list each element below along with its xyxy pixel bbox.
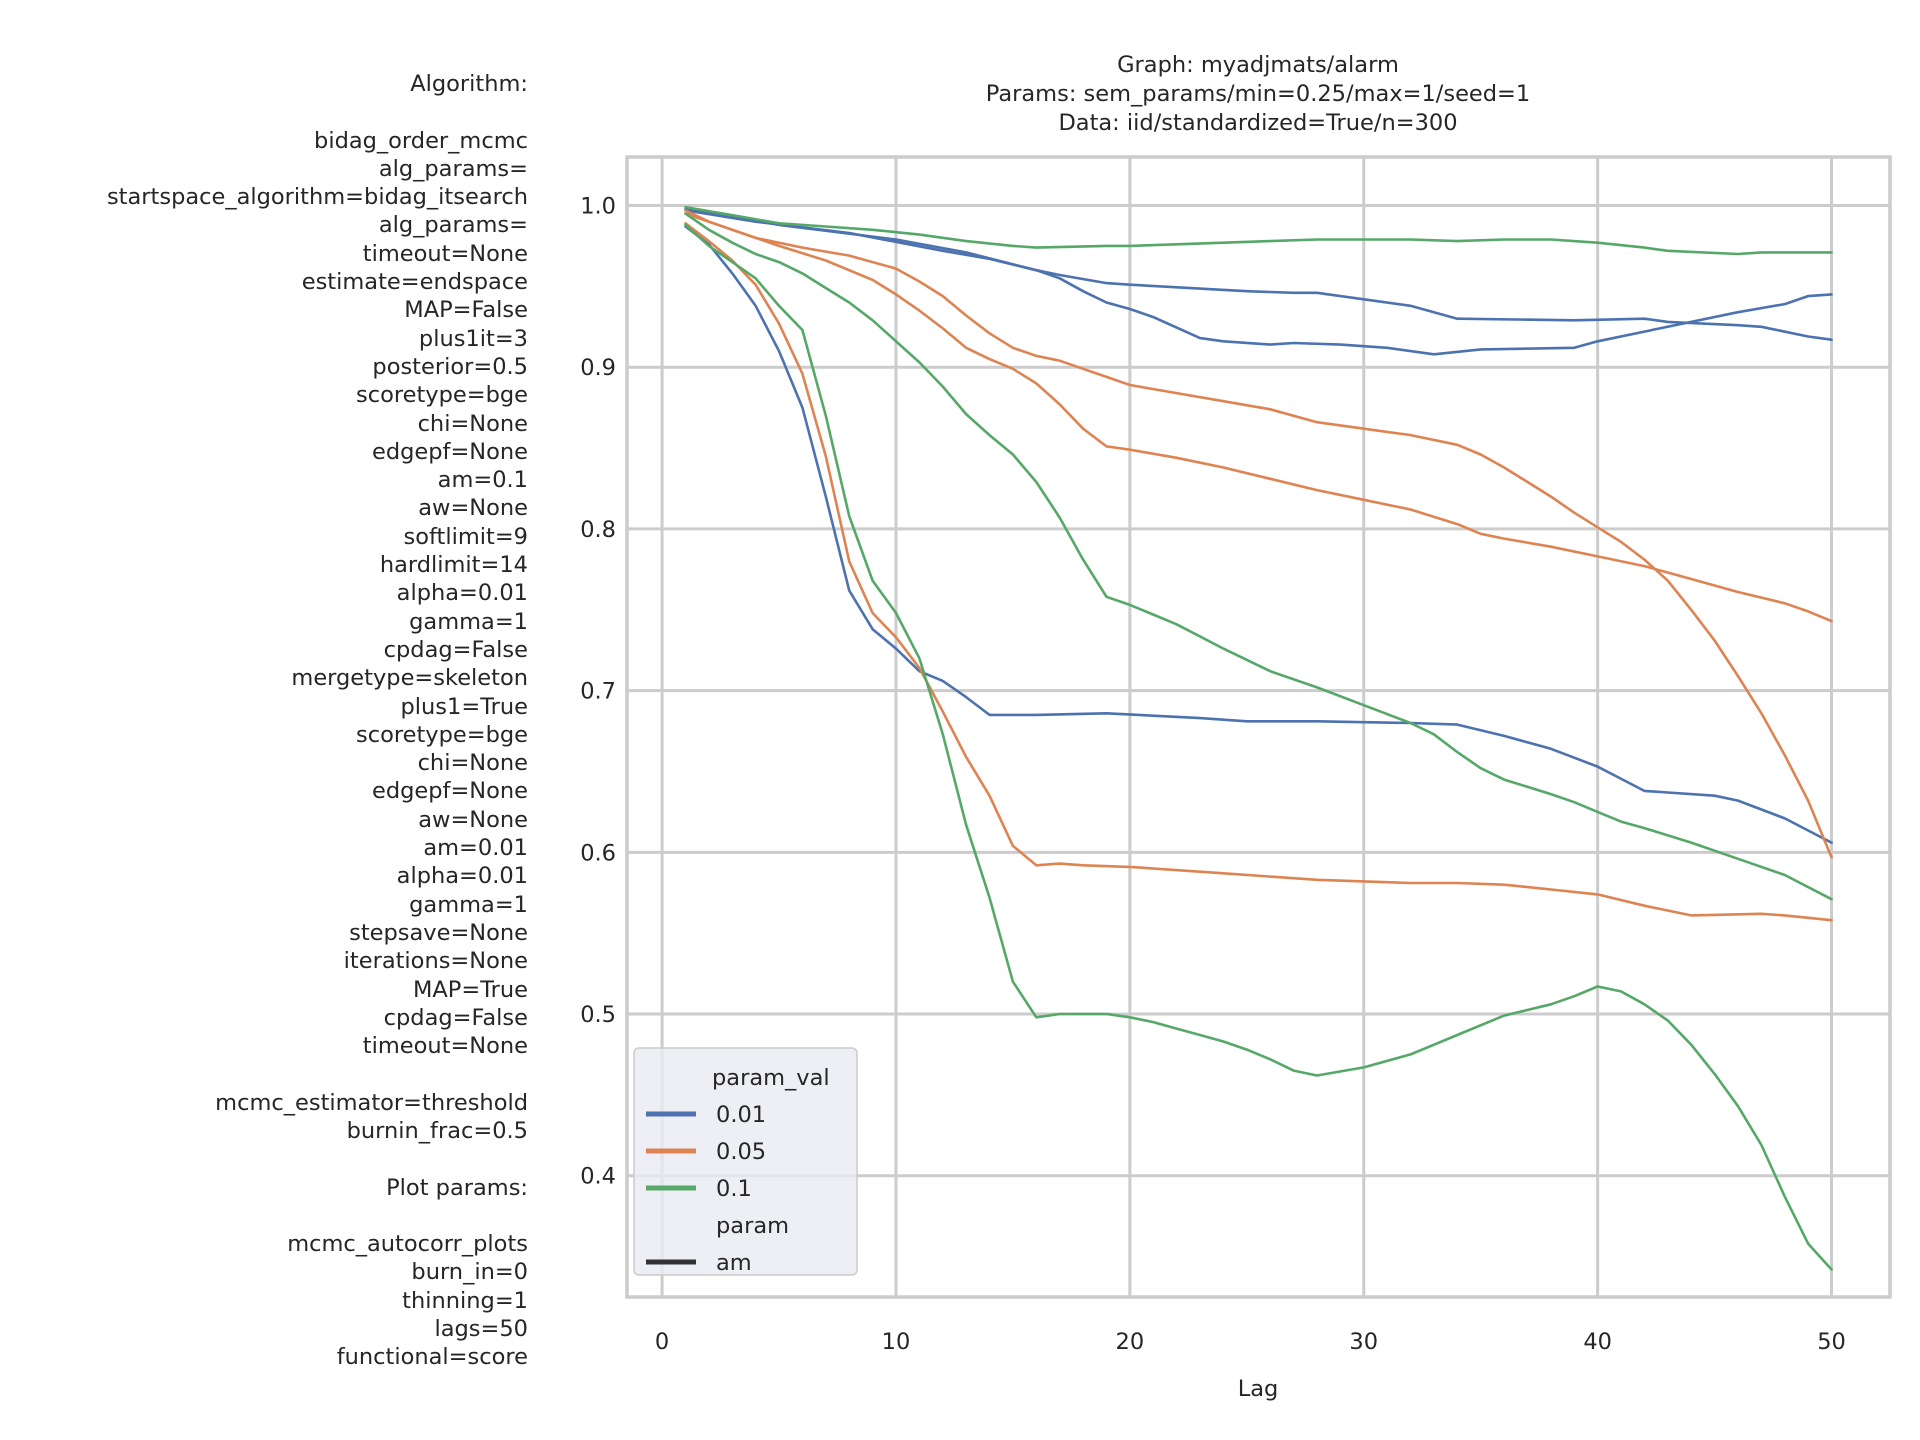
sidebar-line: gamma=1 (409, 608, 528, 635)
series-line-am-005-5 (684, 222, 1833, 922)
x-tick-label: 10 (882, 1329, 911, 1355)
x-tick-label: 40 (1583, 1329, 1612, 1355)
series-line-am-01-6 (684, 205, 1833, 256)
sidebar-line: bidag_order_mcmc (314, 127, 528, 154)
sidebar-line: scoretype=bge (356, 382, 528, 409)
sidebar-line: aw=None (418, 495, 528, 522)
sidebar-line: scoretype=bge (356, 721, 528, 748)
sidebar-line: am=0.1 (437, 467, 528, 494)
legend-entry-label: 0.1 (716, 1176, 752, 1202)
x-axis-label: Lag (1238, 1376, 1279, 1402)
sidebar-line: edgepf=None (371, 438, 528, 465)
sidebar-line: mergetype=skeleton (291, 665, 528, 692)
sidebar-line: alpha=0.01 (396, 863, 528, 890)
sidebar-line: mcmc_estimator=threshold (215, 1089, 528, 1116)
sidebar-line: timeout=None (362, 1033, 528, 1060)
chart-title-line: Data: iid/standardized=True/n=300 (1058, 110, 1457, 136)
x-tick-label: 50 (1817, 1329, 1846, 1355)
sidebar-line: burn_in=0 (411, 1259, 528, 1286)
legend: param_val 0.01 0.05 0.1 param am (633, 1047, 858, 1276)
series-line-am-005-4 (684, 212, 1833, 623)
sidebar-line: functional=score (336, 1344, 528, 1371)
sidebar-line: stepsave=None (349, 919, 528, 946)
chart-title-line: Params: sem_params/min=0.25/max=1/seed=1 (986, 81, 1530, 107)
data-lines (684, 205, 1833, 1271)
sidebar-line: MAP=True (412, 976, 528, 1003)
sidebar-line: iterations=None (343, 948, 528, 975)
sidebar-line: mcmc_autocorr_plots (287, 1231, 528, 1258)
sidebar-line: Plot params: (386, 1174, 528, 1201)
x-tick-label: 0 (655, 1329, 669, 1355)
sidebar-line: timeout=None (362, 240, 528, 267)
sidebar-line: alg_params= (378, 155, 528, 182)
sidebar-line: lags=50 (434, 1316, 528, 1343)
sidebar-line: cpdag=False (383, 1004, 528, 1031)
sidebar-line: thinning=1 (402, 1287, 528, 1314)
chart-title-line: Graph: myadjmats/alarm (1117, 52, 1399, 78)
sidebar-line: softlimit=9 (403, 523, 529, 550)
sidebar-line: gamma=1 (409, 891, 528, 918)
y-tick-label: 0.8 (580, 517, 616, 543)
y-tick-label: 0.9 (580, 355, 616, 381)
y-tick-label: 1.0 (580, 194, 616, 220)
sidebar-line: plus1=True (400, 693, 528, 720)
sidebar-line: chi=None (417, 750, 528, 777)
sidebar-line: hardlimit=14 (379, 552, 528, 579)
y-tick-label: 0.5 (580, 1002, 616, 1028)
chart-title: Graph: myadjmats/alarm Params: sem_params… (986, 52, 1530, 136)
series-line-am-001-0 (684, 207, 1833, 342)
legend-entry-label: am (716, 1250, 752, 1276)
series-line-am-001-2 (684, 225, 1833, 844)
y-tick-label: 0.4 (580, 1164, 616, 1190)
sidebar-line: am=0.01 (423, 835, 528, 862)
sidebar-line: alg_params= (378, 212, 528, 239)
legend-title-param: param (716, 1213, 789, 1239)
sidebar-line: cpdag=False (383, 636, 528, 663)
algorithm-parameters-text: Algorithm: bidag_order_mcmc alg_params= sta… (0, 70, 528, 1372)
legend-title-param-val: param_val (712, 1065, 830, 1091)
sidebar-line: aw=None (418, 806, 528, 833)
y-tick-label: 0.7 (580, 679, 616, 705)
series-line-am-001-1 (684, 209, 1833, 356)
legend-entry-label: 0.01 (716, 1102, 766, 1128)
sidebar-line: edgepf=None (371, 778, 528, 805)
y-tick-label: 0.6 (580, 840, 616, 866)
sidebar-line: posterior=0.5 (372, 353, 528, 380)
sidebar-line: estimate=endspace (301, 269, 528, 296)
sidebar-line: MAP=False (404, 297, 528, 324)
sidebar-line: Algorithm: (410, 71, 528, 97)
x-tick-label: 20 (1116, 1329, 1145, 1355)
x-axis-ticks: 0 10 20 30 40 50 (655, 1329, 1846, 1355)
series-line-am-01-7 (684, 212, 1833, 901)
sidebar-line: alpha=0.01 (396, 580, 528, 607)
grid-lines (627, 157, 1890, 1297)
series-line-am-005-3 (684, 209, 1833, 859)
series-line-am-01-8 (684, 223, 1833, 1271)
legend-entry-label: 0.05 (716, 1139, 766, 1165)
y-axis-ticks: 0.4 0.5 0.6 0.7 0.8 0.9 1.0 (580, 194, 616, 1190)
legend-box (633, 1047, 858, 1276)
x-tick-label: 30 (1349, 1329, 1378, 1355)
sidebar-line: plus1it=3 (418, 325, 528, 352)
sidebar-line: chi=None (417, 410, 528, 437)
sidebar-line: burnin_frac=0.5 (346, 1117, 528, 1144)
sidebar-line: startspace_algorithm=bidag_itsearch (106, 184, 528, 211)
